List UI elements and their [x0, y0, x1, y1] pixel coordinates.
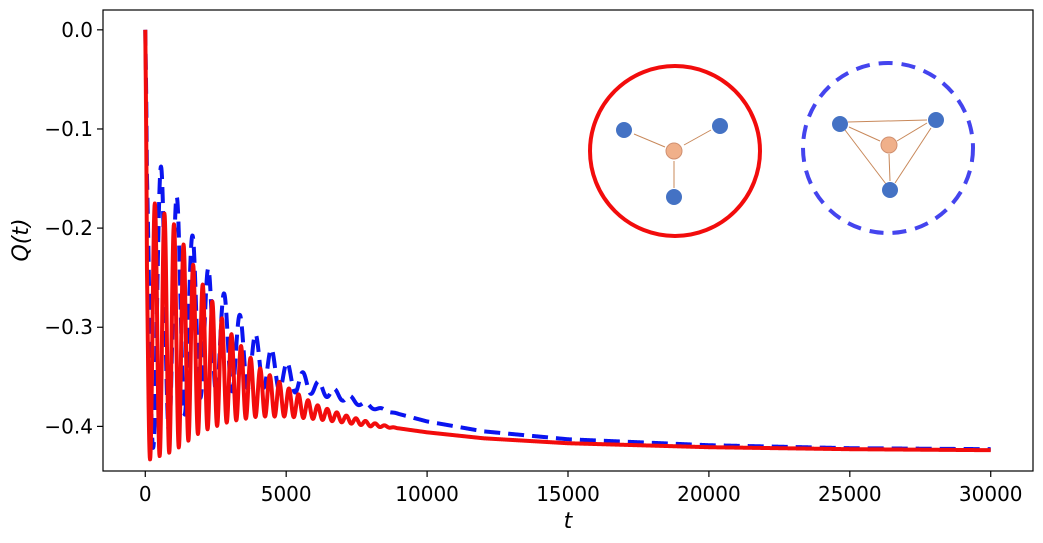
graph-edge — [848, 126, 881, 142]
graph-leaf-node — [832, 116, 848, 132]
inset-triangle-graph — [801, 61, 975, 235]
x-axis-label: t — [564, 509, 574, 534]
series-solid-line — [143, 29, 993, 462]
x-tick-label: 30000 — [959, 482, 1023, 506]
x-tick-label: 5000 — [261, 482, 312, 506]
graph-edge — [683, 129, 712, 146]
graph-edge — [896, 122, 928, 142]
graph-leaf-node — [928, 112, 944, 128]
plot-lines — [143, 29, 993, 462]
graph-leaf-node — [616, 122, 632, 138]
x-tick-label: 0 — [139, 482, 152, 506]
y-tick-label: −0.1 — [44, 117, 93, 141]
graph-edge — [894, 127, 932, 184]
graph-edge — [844, 129, 887, 185]
y-axis-label: Q(t) — [9, 218, 34, 261]
y-axis-ticks: 0.0 −0.1 −0.2 −0.3 −0.4 — [44, 18, 103, 438]
x-tick-label: 25000 — [818, 482, 882, 506]
graph-center-node — [880, 136, 898, 154]
y-tick-label: −0.4 — [44, 414, 93, 438]
graph-edge — [888, 153, 891, 182]
x-tick-label: 15000 — [536, 482, 600, 506]
graph-edge — [633, 133, 666, 148]
y-tick-label: −0.3 — [44, 315, 93, 339]
inset-star-graph — [588, 64, 762, 238]
x-axis-ticks: 0 5000 10000 15000 20000 25000 30000 — [139, 471, 1023, 506]
x-tick-label: 20000 — [677, 482, 741, 506]
graph-leaf-node — [882, 182, 898, 198]
y-tick-label: 0.0 — [61, 18, 93, 42]
graph-edge — [847, 119, 928, 123]
y-tick-label: −0.2 — [44, 216, 93, 240]
graph-leaf-node — [666, 189, 682, 205]
graph-leaf-node — [712, 118, 728, 134]
x-tick-label: 10000 — [395, 482, 459, 506]
graph-center-node — [665, 142, 683, 160]
